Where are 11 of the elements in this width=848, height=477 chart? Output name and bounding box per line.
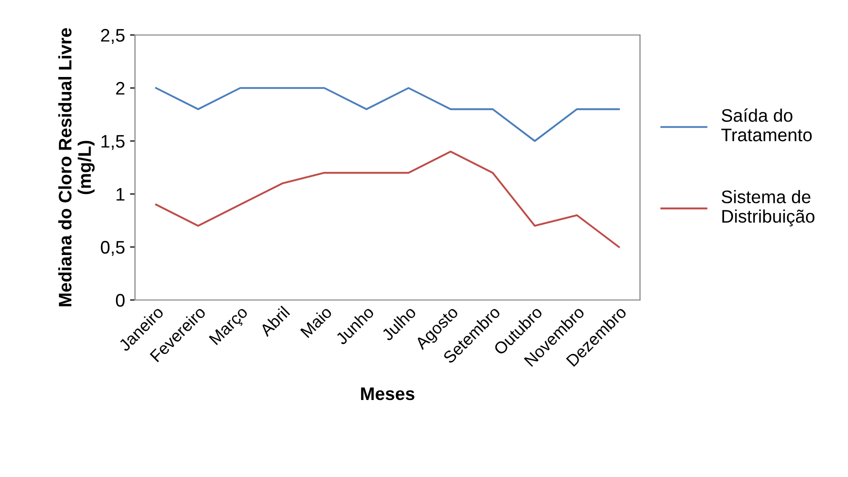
y-tick-label: 0	[116, 294, 125, 307]
y-tick-label: 2,5	[101, 28, 125, 44]
legend-label: Saída do Tratamento	[721, 108, 812, 142]
y-tick-label: 0,5	[100, 240, 125, 256]
y-tick-label: 1,5	[102, 135, 125, 150]
line-series	[155, 150, 620, 248]
y-tick-label: 1	[116, 188, 124, 201]
x-axis-title: Meses	[361, 388, 414, 400]
y-axis-title: Mediana do Cloro Residual Livre (mg/L)	[58, 28, 95, 306]
legend-label: Sistema de Distribuição	[722, 190, 814, 226]
y-tick-label: 2	[116, 82, 124, 95]
